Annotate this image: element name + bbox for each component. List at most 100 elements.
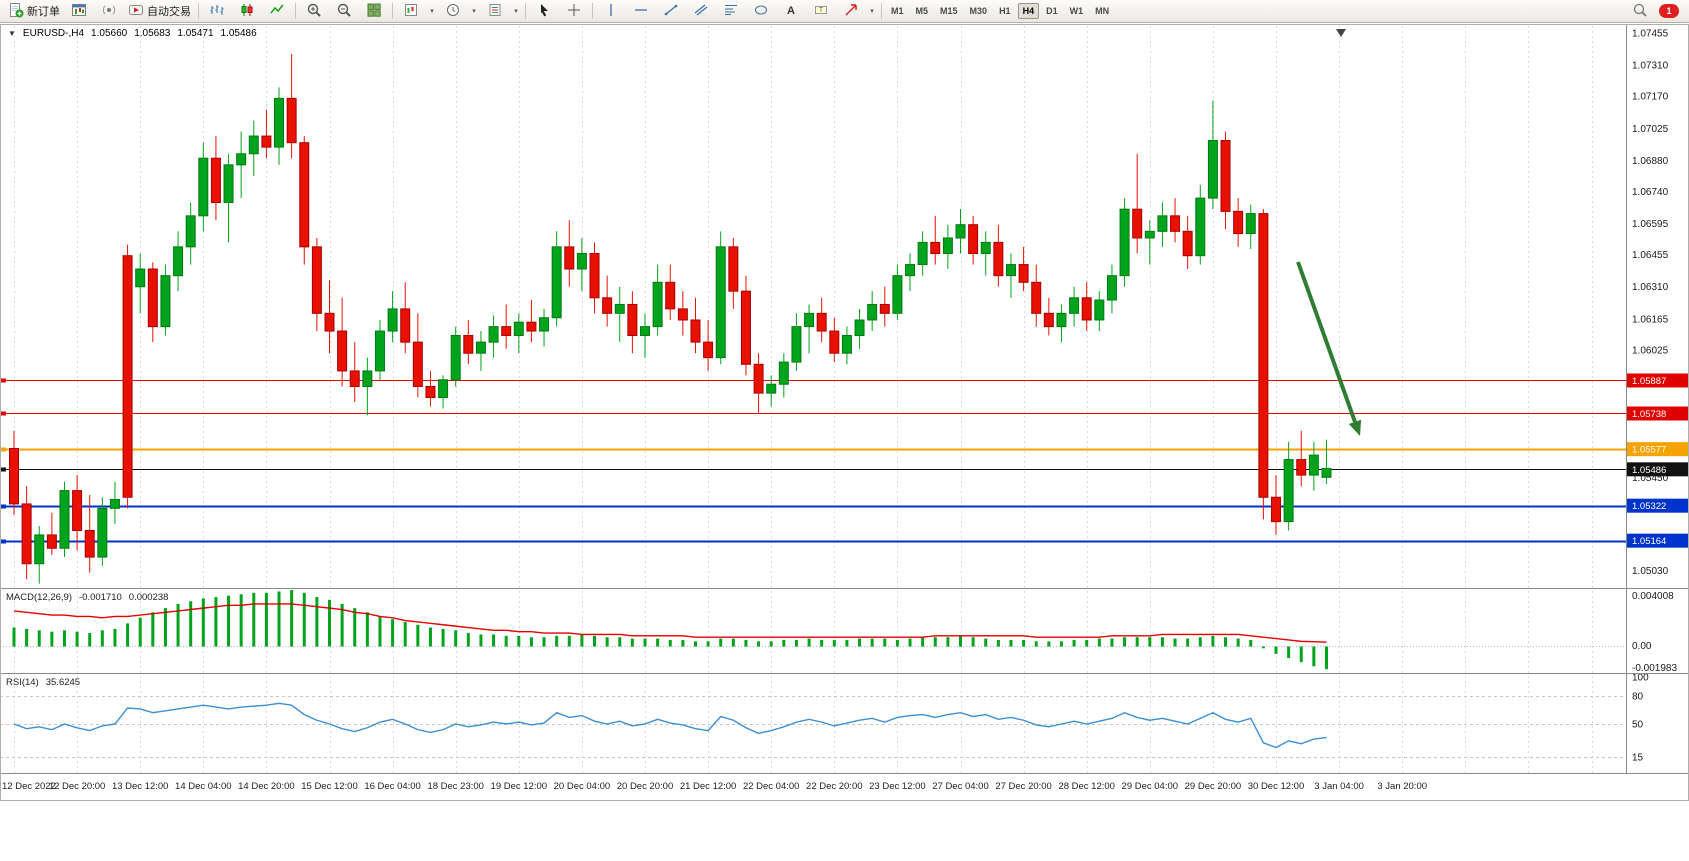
zoom-in-icon <box>306 2 322 21</box>
svg-text:100: 100 <box>1632 673 1649 684</box>
equidistant-channel-icon <box>693 2 709 21</box>
timeframe-button-M15[interactable]: M15 <box>940 6 958 16</box>
rsi-value: 35.6245 <box>45 677 81 688</box>
svg-text:1.07455: 1.07455 <box>1632 29 1669 40</box>
horizontal-lines-layer <box>0 378 1626 544</box>
trendline-button[interactable] <box>656 0 686 22</box>
shapes-button[interactable] <box>746 0 776 22</box>
svg-text:3 Jan 04:00: 3 Jan 04:00 <box>1314 781 1364 792</box>
search-button[interactable] <box>1625 0 1655 22</box>
autotrading-label: 自动交易 <box>147 6 191 18</box>
svg-text:1.06165: 1.06165 <box>1632 314 1669 325</box>
macd-title: MACD(12,26,9) <box>6 592 72 603</box>
timeframe-button-M5[interactable]: M5 <box>915 6 929 16</box>
text-tool-button[interactable]: A <box>776 0 806 22</box>
notification-badge[interactable]: 1 <box>1659 4 1679 18</box>
new-chart-dropdown[interactable]: ▾ <box>430 8 434 15</box>
macd-layer <box>0 590 1626 670</box>
svg-text:0.00: 0.00 <box>1632 641 1652 652</box>
toolbar-separator <box>592 3 593 19</box>
svg-text:19 Dec 12:00: 19 Dec 12:00 <box>491 781 548 792</box>
tile-windows-icon <box>366 2 382 21</box>
timeframe-button-D1[interactable]: D1 <box>1046 6 1058 16</box>
templates-dropdown[interactable]: ▾ <box>514 8 518 15</box>
periods-dropdown[interactable]: ▾ <box>472 8 476 15</box>
svg-text:1.07310: 1.07310 <box>1632 61 1669 72</box>
toolbar-separator <box>198 3 199 19</box>
low-value: 1.05471 <box>177 28 214 39</box>
svg-text:-0.001983: -0.001983 <box>1632 663 1677 674</box>
search-icon <box>1632 2 1648 21</box>
svg-text:29 Dec 20:00: 29 Dec 20:00 <box>1185 781 1242 792</box>
bars-chart-button[interactable] <box>202 0 232 22</box>
svg-text:1.06025: 1.06025 <box>1632 345 1669 356</box>
svg-text:23 Dec 12:00: 23 Dec 12:00 <box>869 781 926 792</box>
timeframe-button-H1[interactable]: H1 <box>999 6 1011 16</box>
zoom-out-button[interactable] <box>329 0 359 22</box>
text-tool-icon: A <box>783 2 799 21</box>
arrows-tool-icon <box>843 2 859 21</box>
autotrading-button[interactable]: 自动交易 <box>124 0 195 22</box>
arrows-dropdown[interactable]: ▾ <box>870 8 874 15</box>
open-value: 1.05660 <box>91 28 128 39</box>
cursor-button[interactable] <box>529 0 559 22</box>
vertical-line-button[interactable] <box>596 0 626 22</box>
periods-button[interactable] <box>438 0 468 22</box>
horizontal-line-icon <box>633 2 649 21</box>
horizontal-line-button[interactable] <box>626 0 656 22</box>
new-chart-button[interactable] <box>396 0 426 22</box>
toolbar-separator <box>525 3 526 19</box>
high-value: 1.05683 <box>134 28 171 39</box>
svg-text:1.05486: 1.05486 <box>1632 465 1666 476</box>
fibonacci-icon <box>723 2 739 21</box>
svg-text:20 Dec 04:00: 20 Dec 04:00 <box>554 781 611 792</box>
quick-trade-arrow-icon[interactable]: ▼ <box>8 29 16 38</box>
templates-button[interactable] <box>480 0 510 22</box>
equidistant-channel-button[interactable] <box>686 0 716 22</box>
timeframe-button-M30[interactable]: M30 <box>969 6 988 16</box>
macd-value: -0.001710 <box>79 592 122 603</box>
vertical-line-icon <box>603 2 619 21</box>
timeframe-button-H4[interactable]: H4 <box>1017 3 1040 19</box>
svg-text:1.05577: 1.05577 <box>1632 445 1666 456</box>
crosshair-button[interactable] <box>559 0 589 22</box>
candlestick-chart-button[interactable] <box>232 0 262 22</box>
svg-text:1.05030: 1.05030 <box>1632 566 1669 577</box>
line-chart-button[interactable] <box>262 0 292 22</box>
svg-text:14 Dec 04:00: 14 Dec 04:00 <box>175 781 232 792</box>
trend-arrow-annotation <box>1296 29 1362 436</box>
chart-ohlc-header: ▼ EURUSD-,H4 1.05660 1.05683 1.05471 1.05486 <box>8 28 264 39</box>
price-axis-layer[interactable]: 1.07455 1.07310 1.07170 1.07025 1.06880 1.067… <box>1627 29 1689 764</box>
svg-text:1.07170: 1.07170 <box>1632 92 1669 103</box>
chart-window-button[interactable] <box>64 0 94 22</box>
candlestick-chart-icon <box>239 2 255 21</box>
templates-icon <box>487 2 503 21</box>
timeframe-button-W1[interactable]: W1 <box>1069 6 1084 16</box>
trendline-icon <box>663 2 679 21</box>
svg-text:1.06595: 1.06595 <box>1632 219 1669 230</box>
rsi-layer <box>0 696 1626 758</box>
tile-windows-button[interactable] <box>359 0 389 22</box>
new-order-icon <box>8 2 24 21</box>
crosshair-icon <box>566 2 582 21</box>
svg-text:22 Dec 04:00: 22 Dec 04:00 <box>743 781 800 792</box>
zoom-in-button[interactable] <box>299 0 329 22</box>
timeframe-button-MN[interactable]: MN <box>1095 6 1110 16</box>
arrows-tool-button[interactable] <box>836 0 866 22</box>
new-order-button[interactable]: 新订单 <box>4 0 64 22</box>
svg-text:20 Dec 20:00: 20 Dec 20:00 <box>617 781 674 792</box>
svg-text:0.004008: 0.004008 <box>1632 591 1674 602</box>
mql-community-button[interactable] <box>94 0 124 22</box>
svg-text:12 Dec 20:00: 12 Dec 20:00 <box>49 781 106 792</box>
toolbar-separator <box>295 3 296 19</box>
svg-text:1.05887: 1.05887 <box>1632 376 1666 387</box>
svg-text:1.05450: 1.05450 <box>1632 473 1669 484</box>
label-tool-button[interactable]: T <box>806 0 836 22</box>
timeframe-button-M1[interactable]: M1 <box>891 6 904 16</box>
periods-clock-icon <box>445 2 461 21</box>
svg-text:14 Dec 20:00: 14 Dec 20:00 <box>238 781 295 792</box>
timeframe-buttons: M1 M5 M15 M30 H1 H4 D1 W1 MN <box>885 3 1115 19</box>
fibonacci-button[interactable] <box>716 0 746 22</box>
